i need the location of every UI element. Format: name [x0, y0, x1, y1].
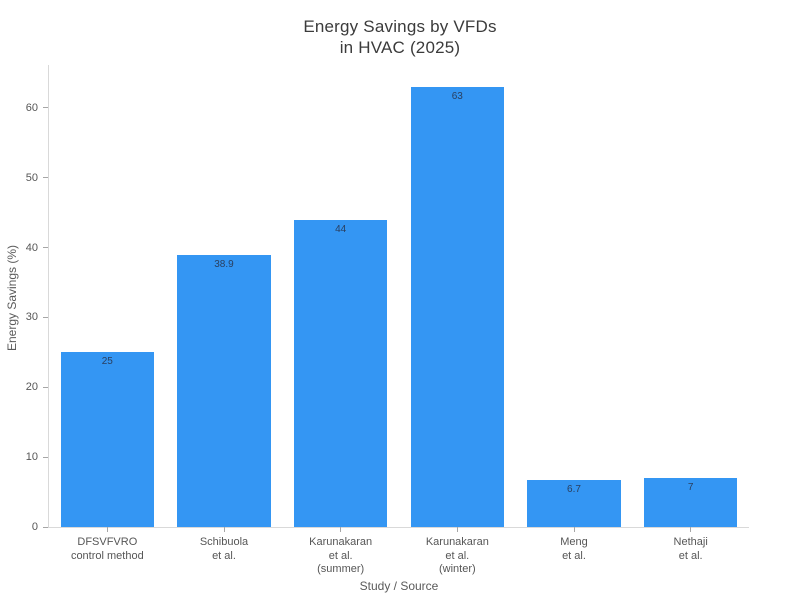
y-tick-label: 20: [25, 381, 38, 394]
y-tick-mark: [43, 456, 48, 458]
x-tick-label-line: et al.: [562, 549, 586, 562]
bar-value-label: 6.7: [567, 484, 581, 496]
x-tick-mark: [340, 527, 342, 532]
x-tick-label: Karunakaran et al. (winter): [392, 536, 522, 577]
y-tick-label: 10: [25, 451, 38, 464]
x-tick-mark: [223, 527, 225, 532]
x-tick-label-line: et al.: [328, 549, 353, 562]
x-tick-label-line: et al.: [212, 549, 236, 562]
bar-value-label: 7: [687, 482, 694, 494]
x-tick-label-line: Meng: [560, 536, 588, 548]
y-tick-label: 0: [31, 521, 38, 533]
y-tick-mark: [43, 107, 48, 109]
chart-title-line-2: in HVAC (2025): [339, 38, 461, 57]
y-tick-label: 50: [25, 171, 38, 184]
bar-6: 7: [644, 478, 738, 527]
x-tick-label-line: Nethaji: [673, 536, 708, 548]
x-tick-label: Meng et al.: [509, 536, 639, 563]
x-tick-mark: [456, 527, 458, 532]
bar-3: 44: [294, 219, 388, 527]
y-tick-mark: [43, 386, 48, 388]
x-tick-label-line: Schibuola: [199, 536, 249, 548]
x-tick-label-line: et al.: [445, 549, 470, 562]
x-tick-mark: [573, 527, 575, 532]
bar-2: 38.9: [177, 255, 271, 527]
bar-value-label: 38.9: [214, 259, 234, 271]
x-tick-mark: [106, 527, 108, 532]
bar-value-label: 63: [451, 91, 463, 102]
bar-value-label: 25: [101, 356, 113, 368]
x-tick-label-line: DFSVFVRO: [77, 536, 138, 548]
bar-value-label: 44: [335, 223, 347, 235]
chart-title: Energy Savings by VFDs in HVAC (2025): [0, 16, 800, 58]
x-tick-label-line: (winter): [438, 563, 476, 575]
x-tick-label: Nethaji et al.: [626, 536, 756, 563]
bar-5: 6.7: [527, 480, 621, 527]
y-tick-mark: [43, 316, 48, 318]
chart-title-line-1: Energy Savings by VFDs: [303, 17, 497, 36]
y-tick-label: 60: [25, 101, 38, 114]
x-tick-label-line: control method: [70, 549, 144, 562]
y-tick-mark: [43, 247, 48, 249]
x-tick-label: Schibuola et al.: [159, 536, 289, 563]
plot-area: Energy Savings (%) Study / Source 0 10 20 3…: [5, 65, 749, 593]
x-tick-label: Karunakaran et al. (summer): [276, 536, 406, 577]
x-tick-mark: [690, 527, 692, 532]
x-tick-label: DFSVFVRO control method: [42, 536, 172, 563]
bar-4: 63: [410, 87, 504, 527]
x-tick-label-line: et al.: [678, 549, 703, 562]
x-axis-title: Study / Source: [359, 579, 439, 593]
y-tick-label: 40: [25, 241, 38, 254]
y-tick-mark: [43, 526, 48, 528]
y-tick-label: 30: [25, 311, 38, 324]
y-axis-title-text: Energy Savings (%): [5, 244, 19, 352]
bar-1: 25: [60, 352, 154, 527]
x-tick-label-line: (summer): [317, 563, 365, 575]
x-tick-label-line: Karunakaran: [425, 536, 489, 548]
y-tick-mark: [43, 177, 48, 179]
x-tick-label-line: Karunakaran: [309, 536, 373, 548]
